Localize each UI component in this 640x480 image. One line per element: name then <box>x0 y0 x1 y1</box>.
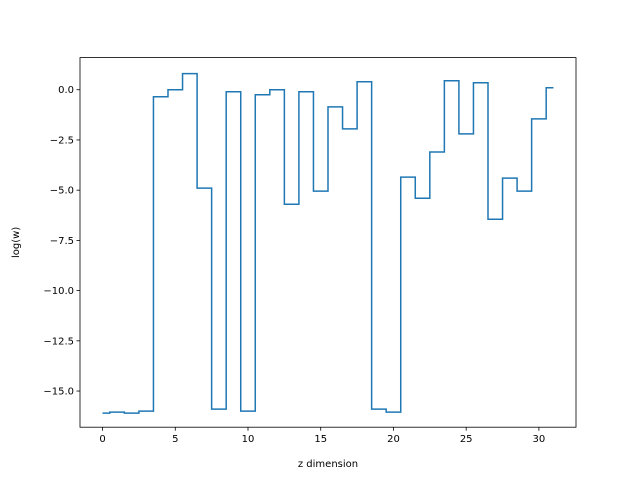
x-tick-label: 10 <box>242 434 255 445</box>
y-axis-label: log(w) <box>11 227 22 258</box>
x-tick-label: 15 <box>314 434 327 445</box>
x-axis-label: z dimension <box>298 459 358 470</box>
y-tick-label: 0.0 <box>58 85 74 96</box>
y-tick-label: −2.5 <box>50 135 74 146</box>
series-line <box>102 72 554 414</box>
y-tick-label: −10.0 <box>43 286 74 297</box>
x-tick-label: 5 <box>172 434 178 445</box>
y-axis: 0.0 −2.5 −5.0 −7.5 −10.0 −12.5 −15.0 <box>43 85 80 398</box>
y-tick-label: −15.0 <box>43 387 74 398</box>
y-tick-label: −7.5 <box>50 236 74 247</box>
x-tick-label: 30 <box>533 434 546 445</box>
y-tick-label: −12.5 <box>43 336 74 347</box>
x-tick-label: 25 <box>460 434 473 445</box>
y-tick-label: −5.0 <box>50 186 74 197</box>
plot-frame <box>79 57 577 428</box>
x-tick-label: 20 <box>387 434 400 445</box>
x-tick-label: 0 <box>99 434 105 445</box>
series-layer <box>102 72 554 414</box>
x-axis: 0 5 10 15 20 25 30 <box>99 427 545 445</box>
